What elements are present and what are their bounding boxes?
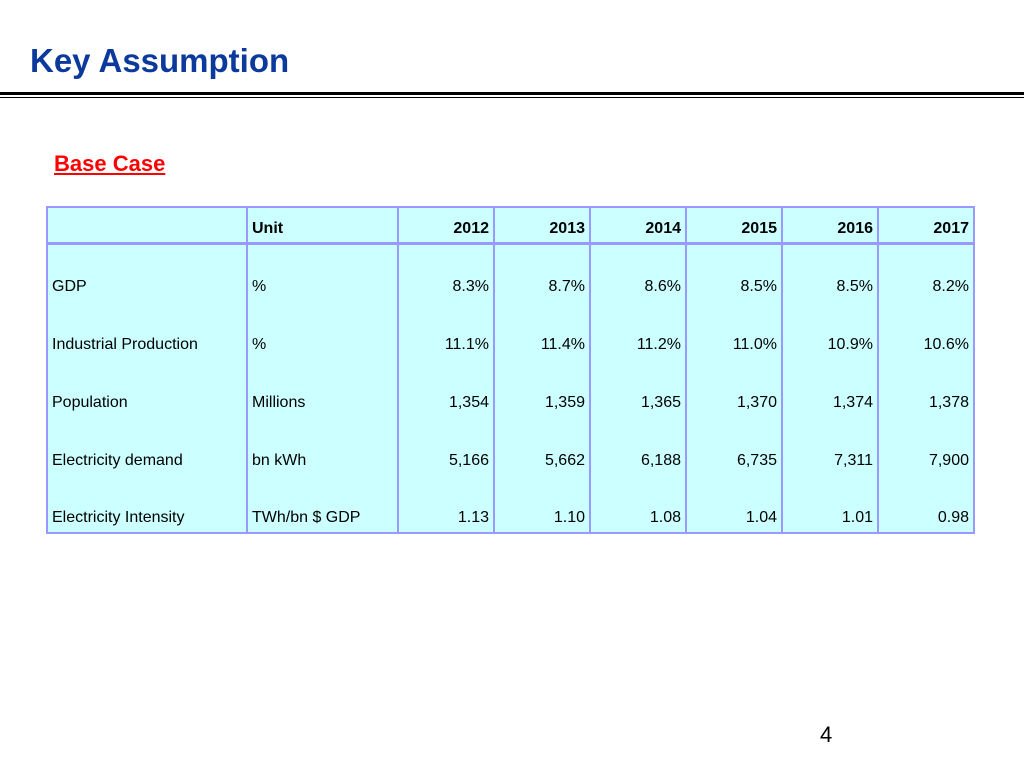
- value-cell: 1,359: [493, 359, 591, 417]
- table-row: Population Millions 1,354 1,359 1,365 1,…: [46, 359, 975, 417]
- value-cell: 8.7%: [493, 243, 591, 301]
- row-unit-cell: TWh/bn $ GDP: [246, 475, 399, 534]
- value-cell: 6,735: [685, 417, 783, 475]
- page-number: 4: [820, 722, 833, 747]
- header-label-cell: [46, 206, 248, 245]
- value-cell: 1,374: [781, 359, 879, 417]
- title-divider-thick: [0, 92, 1024, 95]
- value-cell: 7,311: [781, 417, 879, 475]
- value-cell: 10.9%: [781, 301, 879, 359]
- value-cell: 7,900: [877, 417, 975, 475]
- row-label-cell: Industrial Production: [46, 301, 248, 359]
- value-cell: 10.6%: [877, 301, 975, 359]
- header-year-cell: 2017: [877, 206, 975, 245]
- value-cell: 11.0%: [685, 301, 783, 359]
- value-cell: 11.4%: [493, 301, 591, 359]
- value-cell: 8.2%: [877, 243, 975, 301]
- table-row: Electricity Intensity TWh/bn $ GDP 1.13 …: [46, 475, 975, 534]
- value-cell: 11.1%: [397, 301, 495, 359]
- title-divider-thin: [0, 97, 1024, 98]
- assumptions-table: Unit 2012 2013 2014 2015 2016 2017 GDP %…: [46, 206, 975, 534]
- header-year-cell: 2013: [493, 206, 591, 245]
- value-cell: 1.10: [493, 475, 591, 534]
- assumptions-table-container: Unit 2012 2013 2014 2015 2016 2017 GDP %…: [46, 206, 975, 534]
- value-cell: 6,188: [589, 417, 687, 475]
- value-cell: 1,378: [877, 359, 975, 417]
- row-unit-cell: bn kWh: [246, 417, 399, 475]
- section-heading: Base Case: [54, 151, 166, 176]
- row-label-cell: Electricity demand: [46, 417, 248, 475]
- value-cell: 8.3%: [397, 243, 495, 301]
- value-cell: 1.01: [781, 475, 879, 534]
- value-cell: 1.08: [589, 475, 687, 534]
- table-header-row: Unit 2012 2013 2014 2015 2016 2017: [46, 206, 975, 245]
- row-label-cell: GDP: [46, 243, 248, 301]
- value-cell: 1.13: [397, 475, 495, 534]
- value-cell: 5,662: [493, 417, 591, 475]
- value-cell: 8.5%: [685, 243, 783, 301]
- header-unit-cell: Unit: [246, 206, 399, 245]
- header-year-cell: 2015: [685, 206, 783, 245]
- row-unit-cell: %: [246, 301, 399, 359]
- table-row: Industrial Production % 11.1% 11.4% 11.2…: [46, 301, 975, 359]
- table-row: GDP % 8.3% 8.7% 8.6% 8.5% 8.5% 8.2%: [46, 243, 975, 301]
- row-unit-cell: %: [246, 243, 399, 301]
- value-cell: 1,365: [589, 359, 687, 417]
- header-year-cell: 2016: [781, 206, 879, 245]
- value-cell: 1,370: [685, 359, 783, 417]
- value-cell: 0.98: [877, 475, 975, 534]
- value-cell: 1,354: [397, 359, 495, 417]
- slide-title: Key Assumption: [30, 42, 290, 79]
- row-label-cell: Electricity Intensity: [46, 475, 248, 534]
- value-cell: 8.5%: [781, 243, 879, 301]
- value-cell: 1.04: [685, 475, 783, 534]
- value-cell: 8.6%: [589, 243, 687, 301]
- header-year-cell: 2014: [589, 206, 687, 245]
- row-unit-cell: Millions: [246, 359, 399, 417]
- value-cell: 11.2%: [589, 301, 687, 359]
- value-cell: 5,166: [397, 417, 495, 475]
- row-label-cell: Population: [46, 359, 248, 417]
- table-row: Electricity demand bn kWh 5,166 5,662 6,…: [46, 417, 975, 475]
- header-year-cell: 2012: [397, 206, 495, 245]
